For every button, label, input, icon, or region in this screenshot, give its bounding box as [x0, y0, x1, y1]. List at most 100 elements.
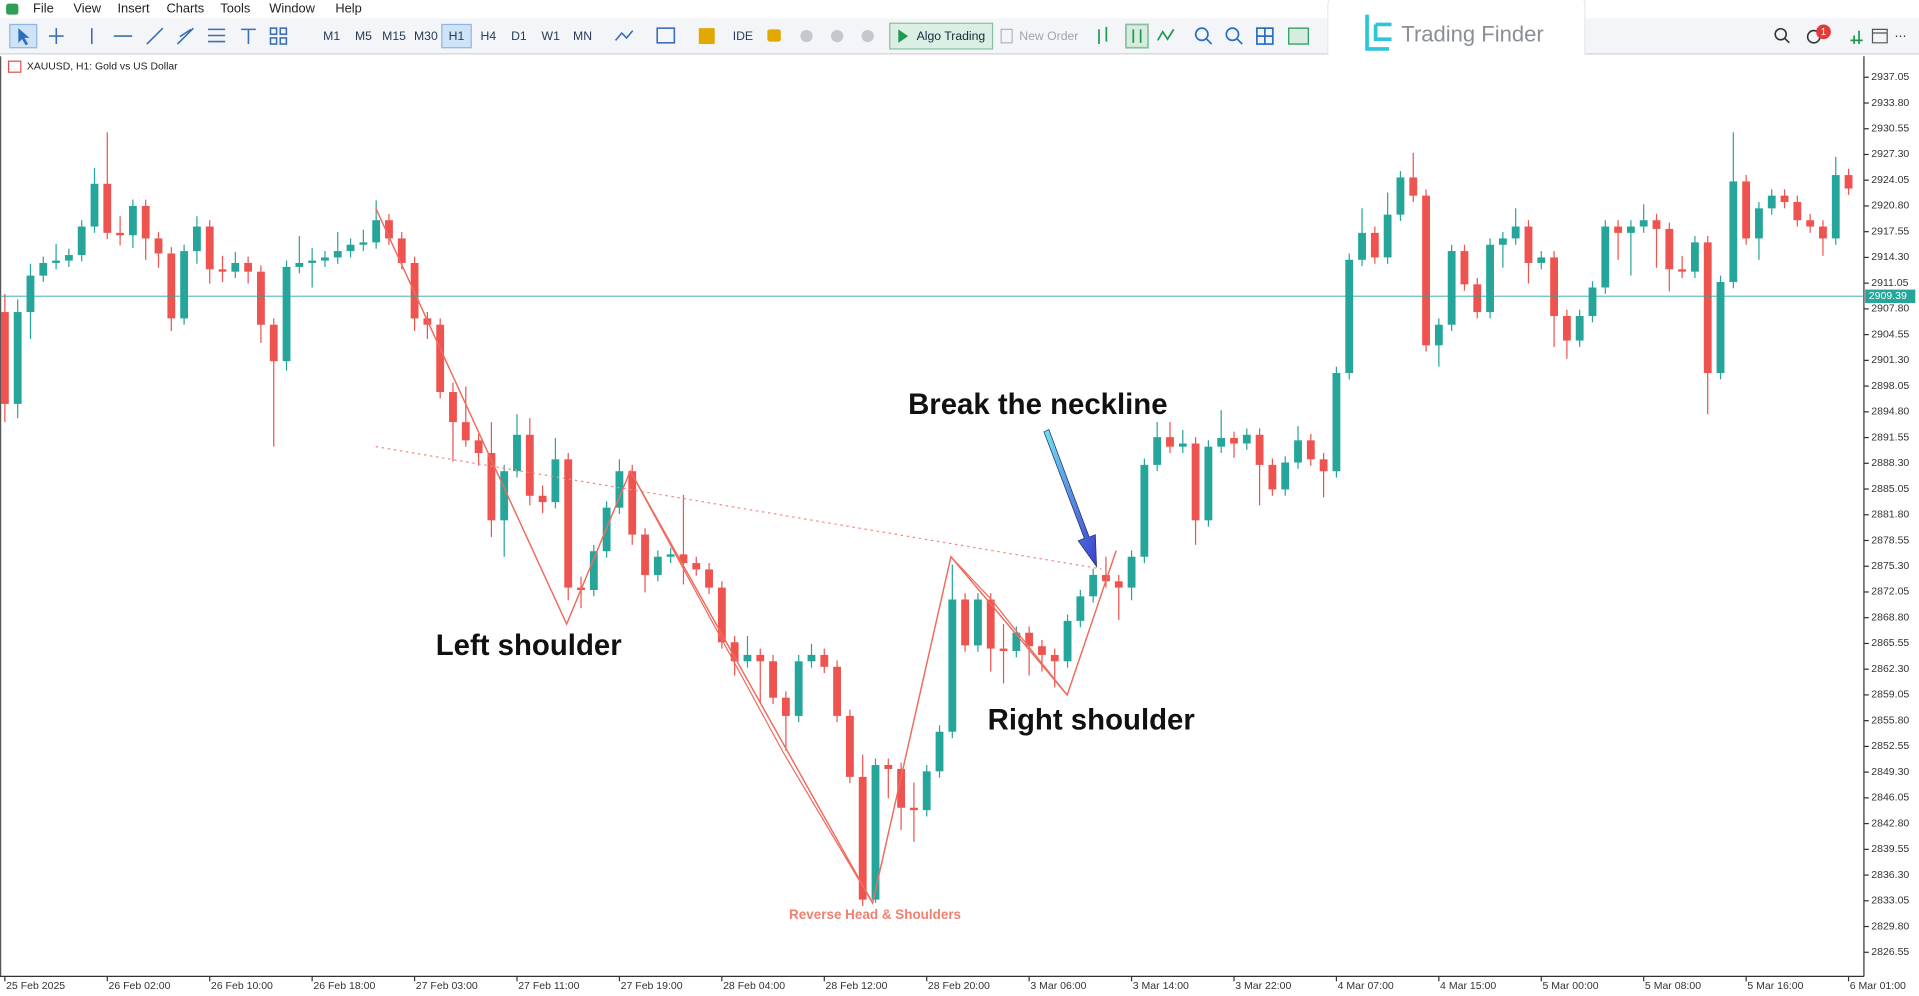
- candle-body: [1780, 195, 1789, 202]
- x-tick-label: 26 Feb 02:00: [109, 980, 171, 992]
- chart-type-buttons[interactable]: [1098, 23, 1175, 49]
- menu-item[interactable]: Insert: [117, 1, 150, 16]
- candle-body: [1166, 437, 1174, 447]
- timeframe-button[interactable]: M1: [323, 29, 340, 43]
- candle-body: [743, 654, 752, 662]
- window-icon[interactable]: [1871, 28, 1888, 44]
- candle-body: [346, 244, 355, 252]
- candle-body: [487, 453, 496, 521]
- play-icon: [898, 29, 909, 43]
- x-tick-label: 25 Feb 2025: [6, 980, 65, 992]
- y-tick-label: 2901.30: [1871, 354, 1909, 366]
- x-tick-label: 3 Mar 14:00: [1133, 980, 1189, 992]
- new-order-button[interactable]: New Order: [1019, 29, 1078, 43]
- menu-item[interactable]: Window: [269, 1, 315, 16]
- signal-icon[interactable]: [1850, 30, 1863, 45]
- candle-body: [525, 434, 534, 496]
- x-tick-label: 3 Mar 06:00: [1030, 980, 1086, 992]
- chart-area: [0, 55, 1919, 996]
- menu-item[interactable]: View: [73, 1, 101, 16]
- timeframe-button[interactable]: W1: [542, 29, 561, 43]
- candle-body: [397, 238, 406, 263]
- y-tick-label: 2846.05: [1871, 792, 1909, 804]
- timeframe-button[interactable]: M15: [382, 29, 406, 43]
- candle-body: [1639, 220, 1648, 227]
- symbol-icon: [7, 60, 22, 73]
- algo-trading-label: Algo Trading: [917, 29, 986, 43]
- menu-more[interactable]: ⋯: [1895, 29, 1907, 43]
- neckline: [375, 446, 1102, 570]
- candle-body: [999, 648, 1008, 651]
- candle-body: [717, 587, 726, 643]
- market-icon[interactable]: [698, 28, 715, 45]
- candle-body: [1575, 316, 1584, 341]
- candle-body: [193, 226, 201, 252]
- candle-body: [1281, 462, 1290, 490]
- candle-body: [1230, 437, 1238, 444]
- candle-body: [1742, 181, 1751, 239]
- candle-body: [1614, 226, 1623, 233]
- candle-body: [756, 654, 765, 662]
- menu-item[interactable]: File: [33, 1, 54, 16]
- candle-body: [359, 242, 368, 245]
- x-tick-label: 26 Feb 18:00: [313, 980, 375, 992]
- candle-body: [986, 599, 995, 649]
- y-tick-label: 2937.05: [1871, 71, 1909, 83]
- candle-body: [1729, 181, 1738, 282]
- candle-body: [730, 642, 739, 662]
- candle-body: [897, 768, 906, 808]
- timeframe-button[interactable]: H1: [449, 29, 465, 43]
- candle-body: [1691, 242, 1699, 272]
- candle-body: [231, 262, 240, 272]
- candle-body: [1524, 226, 1533, 263]
- order-icon: [1000, 28, 1013, 44]
- candle-body: [141, 205, 150, 239]
- candle-body: [308, 260, 317, 263]
- candle-body: [1204, 446, 1213, 521]
- y-tick-label: 2862.30: [1871, 663, 1909, 675]
- candle-body: [1793, 201, 1802, 221]
- timeframe-button[interactable]: M5: [355, 29, 372, 43]
- notification-badge[interactable]: [1816, 24, 1831, 40]
- candle-body: [1844, 175, 1853, 189]
- candle-body: [385, 220, 393, 239]
- timeframe-button[interactable]: H4: [481, 29, 497, 43]
- candle-body: [154, 238, 163, 254]
- x-tick-label: 27 Feb 11:00: [518, 980, 579, 992]
- candle-body: [1076, 596, 1085, 621]
- x-tick-label: 28 Feb 12:00: [826, 980, 888, 992]
- timeframe-button[interactable]: D1: [511, 29, 527, 43]
- candle-body: [692, 563, 701, 570]
- candle-body: [244, 262, 253, 272]
- candle-body: [1755, 208, 1763, 239]
- y-tick-label: 2829.80: [1871, 920, 1909, 932]
- chart-tools[interactable]: [614, 27, 676, 44]
- x-tick-label: 5 Mar 08:00: [1645, 980, 1701, 992]
- candle-body: [653, 556, 662, 575]
- lock-icon[interactable]: [767, 29, 781, 42]
- axes: 2937.05 2933.80 2930.55 2927.30 2924.05 2920.…: [0, 71, 1916, 992]
- timeframe-button[interactable]: MN: [573, 29, 592, 43]
- candle-body: [321, 257, 329, 261]
- ide-button[interactable]: IDE: [733, 29, 753, 43]
- candle-body: [180, 251, 189, 319]
- menu-item[interactable]: Tools: [220, 1, 250, 16]
- candle-body: [641, 534, 649, 575]
- y-tick-label: 2920.80: [1871, 200, 1909, 212]
- candle-body: [1498, 238, 1507, 245]
- candle-body: [167, 253, 176, 319]
- timeframe-button[interactable]: M30: [414, 29, 438, 43]
- y-tick-label: 2839.55: [1871, 843, 1909, 855]
- autoscroll-button[interactable]: [1288, 27, 1309, 45]
- candle-body: [1114, 581, 1123, 588]
- y-tick-label: 2898.05: [1871, 380, 1909, 392]
- x-tick-label: 26 Feb 10:00: [211, 980, 273, 992]
- menu-item[interactable]: Charts: [166, 1, 204, 16]
- zoom-buttons[interactable]: [1194, 27, 1274, 45]
- candle-body: [858, 776, 867, 900]
- menu-item[interactable]: Help: [335, 1, 361, 16]
- y-tick-label: 2927.30: [1871, 148, 1909, 160]
- candle-body: [1678, 269, 1687, 272]
- candle-body: [77, 226, 86, 256]
- drawing-tools[interactable]: [48, 27, 288, 45]
